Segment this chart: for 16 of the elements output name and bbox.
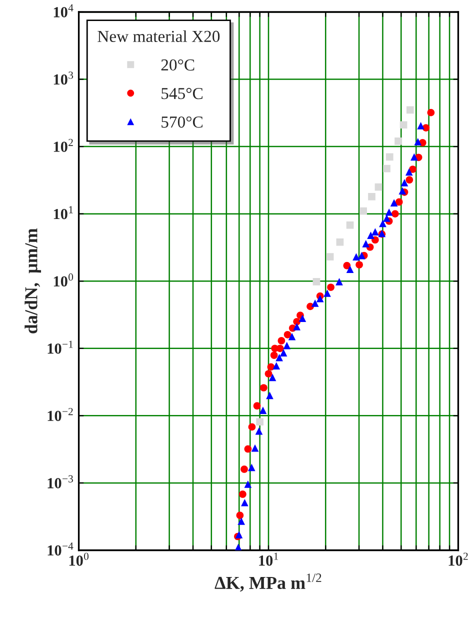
legend-label: 570°C [162, 116, 202, 128]
y-tick-label: 10$^{2}$ [54, 138, 73, 152]
y-tick-label: 10$^{1}$ [54, 206, 73, 220]
x-tick-label: 10$^{1}$ [259, 552, 278, 566]
x-axis-title: ΔK, MPa m$^{1/2}$ [214, 574, 322, 592]
legend-title: New material X20 [98, 30, 220, 42]
x-tick-label: 10$^{2}$ [448, 552, 468, 566]
y-tick-label: 10$^{4}$ [54, 4, 74, 18]
y-axis-title: da/dN, μm/m [24, 228, 42, 334]
y-tick-label: 10$^{−1}$ [48, 340, 73, 354]
y-tick-label: 10$^{−3}$ [48, 475, 73, 488]
y-tick-label: 10$^{3}$ [54, 72, 74, 85]
legend-label: 545°C [162, 88, 202, 100]
y-tick-label: 10$^{−2}$ [48, 408, 73, 422]
legend-label: 20°C [161, 59, 194, 71]
y-tick-label: 10$^{0}$ [54, 273, 74, 287]
